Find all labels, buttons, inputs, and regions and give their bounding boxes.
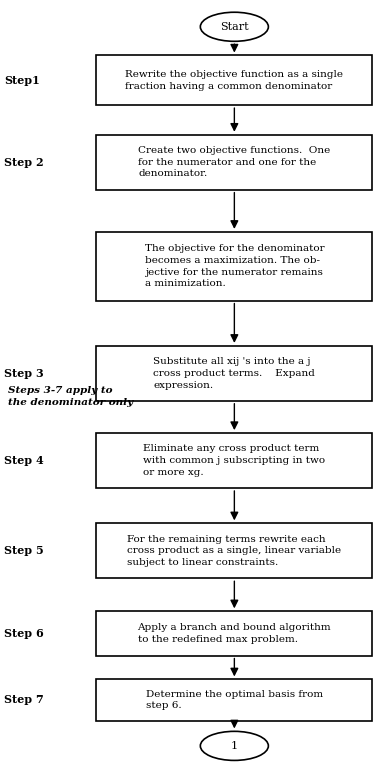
- Text: Step 5: Step 5: [4, 545, 43, 556]
- Text: Eliminate any cross product term
with common j subscripting in two
or more xg.: Eliminate any cross product term with co…: [143, 444, 325, 477]
- Text: Step 2: Step 2: [4, 157, 43, 168]
- Text: For the remaining terms rewrite each
cross product as a single, linear variable
: For the remaining terms rewrite each cro…: [127, 535, 341, 567]
- FancyBboxPatch shape: [96, 611, 372, 656]
- FancyBboxPatch shape: [96, 232, 372, 301]
- Text: Start: Start: [220, 21, 249, 32]
- FancyBboxPatch shape: [96, 135, 372, 190]
- Text: Step 7: Step 7: [4, 695, 43, 705]
- Text: Substitute all xij 's into the a j
cross product terms.    Expand
expression.: Substitute all xij 's into the a j cross…: [153, 357, 315, 389]
- Text: Rewrite the objective function as a single
fraction having a common denominator: Rewrite the objective function as a sing…: [125, 70, 343, 91]
- Ellipse shape: [200, 12, 268, 41]
- Text: Step 4: Step 4: [4, 455, 43, 466]
- Ellipse shape: [200, 731, 268, 760]
- FancyBboxPatch shape: [96, 56, 372, 106]
- Text: Step 3: Step 3: [4, 368, 43, 379]
- Text: Apply a branch and bound algorithm
to the redefined max problem.: Apply a branch and bound algorithm to th…: [138, 623, 331, 644]
- Text: Determine the optimal basis from
step 6.: Determine the optimal basis from step 6.: [146, 689, 323, 711]
- FancyBboxPatch shape: [96, 346, 372, 401]
- Text: Step1: Step1: [4, 75, 40, 86]
- Text: 1: 1: [231, 741, 238, 751]
- Text: Step 6: Step 6: [4, 628, 43, 639]
- Text: The objective for the denominator
becomes a maximization. The ob-
jective for th: The objective for the denominator become…: [144, 244, 324, 288]
- Text: Steps 3-7 apply to
the denominator only: Steps 3-7 apply to the denominator only: [8, 386, 133, 407]
- FancyBboxPatch shape: [96, 433, 372, 488]
- Text: Create two objective functions.  One
for the numerator and one for the
denominat: Create two objective functions. One for …: [138, 146, 330, 178]
- FancyBboxPatch shape: [96, 523, 372, 578]
- FancyBboxPatch shape: [96, 679, 372, 721]
